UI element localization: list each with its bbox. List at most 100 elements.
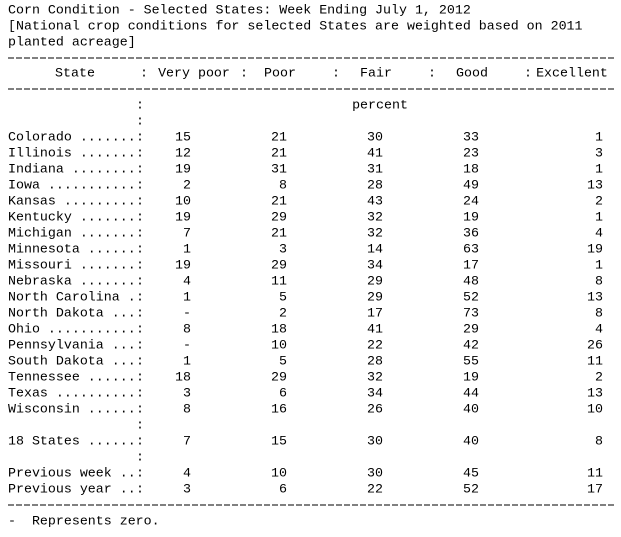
- cell: 11: [587, 466, 603, 481]
- row-label: Kansas .........: [8, 194, 136, 209]
- cell: 55: [463, 354, 479, 369]
- separator: :: [136, 290, 144, 305]
- cell: 29: [271, 210, 287, 225]
- cell: 16: [271, 402, 287, 417]
- footnote: - Represents zero.: [8, 514, 160, 529]
- cell: 6: [279, 386, 287, 401]
- cell: 5: [279, 354, 287, 369]
- cell: 3: [183, 482, 191, 497]
- cell: 15: [271, 434, 287, 449]
- cell: 36: [463, 226, 479, 241]
- cell: 8: [183, 402, 191, 417]
- cell: 29: [271, 370, 287, 385]
- row-label: South Dakota ...: [8, 354, 136, 369]
- cell: 49: [463, 178, 479, 193]
- row-label: Michigan .......: [8, 226, 136, 241]
- cell: 43: [367, 194, 383, 209]
- cell: 31: [271, 162, 287, 177]
- cell: 45: [463, 466, 479, 481]
- cell: 4: [183, 466, 191, 481]
- cell: 8: [595, 306, 603, 321]
- cell: 1: [595, 162, 603, 177]
- cell: 13: [587, 290, 603, 305]
- cell: 17: [587, 482, 603, 497]
- separator: :: [136, 482, 144, 497]
- cell: 15: [175, 130, 191, 145]
- cell: 17: [463, 258, 479, 273]
- cell: 1: [595, 258, 603, 273]
- row-label: 18 States ......: [8, 434, 136, 449]
- cell: 1: [183, 290, 191, 305]
- cell: 21: [271, 226, 287, 241]
- row-label: Texas ..........: [8, 386, 136, 401]
- cell: 18: [463, 162, 479, 177]
- unit: percent: [352, 98, 408, 113]
- cell: 19: [175, 258, 191, 273]
- cell: 19: [587, 242, 603, 257]
- separator: :: [136, 226, 144, 241]
- cell: 18: [271, 322, 287, 337]
- cell: 10: [271, 338, 287, 353]
- cell: 14: [367, 242, 383, 257]
- cell: 29: [271, 258, 287, 273]
- cell: 4: [183, 274, 191, 289]
- row-label: North Carolina .: [8, 290, 136, 305]
- separator: :: [136, 450, 144, 465]
- row-label: Previous year ..: [8, 482, 136, 497]
- row-label: Wisconsin ......: [8, 402, 136, 417]
- cell: 8: [183, 322, 191, 337]
- separator: :: [136, 418, 144, 433]
- cell: 28: [367, 178, 383, 193]
- cell: 29: [367, 290, 383, 305]
- column-header: Very poor: [158, 66, 230, 81]
- cell: 32: [367, 370, 383, 385]
- cell: 23: [463, 146, 479, 161]
- column-header: Fair: [360, 66, 392, 81]
- cell: 63: [463, 242, 479, 257]
- cell: 31: [367, 162, 383, 177]
- cell: 32: [367, 226, 383, 241]
- cell: 28: [367, 354, 383, 369]
- cell: 12: [175, 146, 191, 161]
- cell: 5: [279, 290, 287, 305]
- cell: 26: [587, 338, 603, 353]
- cell: 52: [463, 482, 479, 497]
- separator: :: [524, 66, 532, 81]
- separator: :: [136, 274, 144, 289]
- separator: :: [136, 466, 144, 481]
- row-label: Colorado .......: [8, 130, 136, 145]
- cell: 33: [463, 130, 479, 145]
- cell: 52: [463, 290, 479, 305]
- separator: :: [136, 178, 144, 193]
- row-label: Iowa ...........: [8, 178, 136, 193]
- cell: 4: [595, 322, 603, 337]
- separator: :: [136, 370, 144, 385]
- separator: :: [136, 162, 144, 177]
- cell: 22: [367, 482, 383, 497]
- cell: 40: [463, 402, 479, 417]
- separator: :: [136, 210, 144, 225]
- cell: 2: [279, 306, 287, 321]
- cell: 2: [595, 194, 603, 209]
- cell: 7: [183, 226, 191, 241]
- cell: 21: [271, 130, 287, 145]
- cell: 17: [367, 306, 383, 321]
- cell: 73: [463, 306, 479, 321]
- separator: :: [136, 114, 144, 129]
- cell: 2: [595, 370, 603, 385]
- separator: :: [136, 338, 144, 353]
- separator: :: [136, 98, 144, 113]
- cell: 41: [367, 146, 383, 161]
- separator: :: [136, 354, 144, 369]
- row-label: Pennsylvania ...: [8, 338, 136, 353]
- row-label: Minnesota ......: [8, 242, 136, 257]
- separator: :: [136, 130, 144, 145]
- cell: 11: [271, 274, 287, 289]
- cell: 48: [463, 274, 479, 289]
- cell: 6: [279, 482, 287, 497]
- cell: 1: [183, 242, 191, 257]
- cell: 42: [463, 338, 479, 353]
- separator: :: [332, 66, 340, 81]
- cell: 19: [463, 370, 479, 385]
